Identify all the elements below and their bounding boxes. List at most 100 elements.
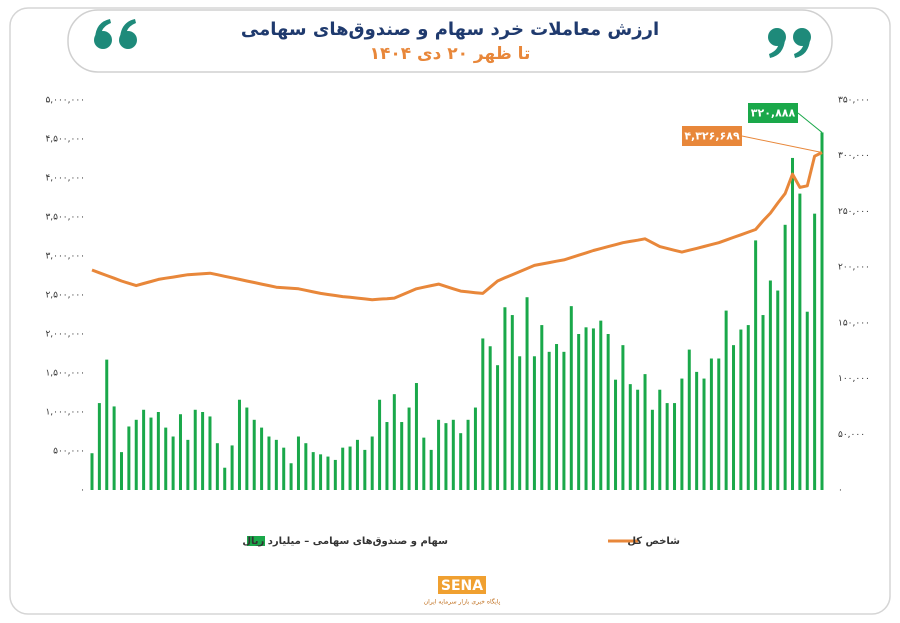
- callout-box: [682, 126, 742, 146]
- bar: [496, 365, 500, 490]
- bar: [378, 399, 382, 490]
- bar: [341, 447, 345, 490]
- y2-tick-label: ۳۰۰,۰۰۰: [838, 151, 870, 161]
- bar: [650, 409, 654, 490]
- bar: [798, 193, 802, 490]
- y-tick-label: ۴,۰۰۰,۰۰۰: [45, 174, 85, 184]
- y-tick-label: ۱,۵۰۰,۰۰۰: [45, 369, 85, 379]
- bar: [407, 407, 411, 490]
- bar: [628, 384, 632, 490]
- bar: [437, 419, 441, 490]
- bar: [776, 290, 780, 490]
- line: [91, 151, 823, 302]
- bar: [606, 334, 610, 490]
- bar: [149, 417, 153, 490]
- bar: [547, 351, 551, 490]
- bar: [584, 327, 588, 490]
- bar: [178, 414, 182, 490]
- bar: [761, 315, 765, 490]
- bar: [245, 407, 249, 490]
- bar: [732, 345, 736, 490]
- bar: [193, 409, 197, 490]
- bar: [459, 433, 463, 490]
- callout-line: [797, 112, 823, 133]
- bar: [156, 412, 160, 490]
- bar: [171, 436, 175, 490]
- bar: [473, 407, 477, 490]
- y2-tick-label: ۳۵۰,۰۰۰: [838, 96, 870, 106]
- bar: [223, 467, 227, 490]
- bar: [680, 378, 684, 490]
- bar: [791, 157, 795, 490]
- bar: [260, 427, 264, 490]
- bar: [510, 315, 514, 490]
- bar: [451, 419, 455, 490]
- bar: [783, 224, 787, 491]
- bar: [518, 356, 522, 490]
- bar: [709, 358, 713, 490]
- bar: [562, 351, 566, 490]
- bar: [208, 416, 212, 490]
- y-tick-label: ۴,۵۰۰,۰۰۰: [45, 135, 85, 145]
- bar: [754, 240, 758, 490]
- bar: [429, 449, 433, 490]
- bar: [370, 436, 374, 490]
- bar: [569, 306, 573, 490]
- y-tick-label: ۳,۰۰۰,۰۰۰: [45, 252, 85, 262]
- bar: [746, 325, 750, 490]
- quote-left: [94, 19, 137, 49]
- bar: [724, 310, 728, 490]
- bar: [621, 345, 625, 490]
- bar: [230, 445, 234, 490]
- bar: [304, 443, 308, 490]
- y-tick-label: ۲,۰۰۰,۰۰۰: [45, 330, 85, 340]
- y2-tick-label: ۵۰,۰۰۰: [838, 430, 865, 440]
- bar: [717, 358, 721, 490]
- bar: [105, 359, 109, 490]
- callout-line: [741, 135, 823, 154]
- bar: [503, 307, 507, 490]
- bar: [333, 459, 337, 490]
- bar: [392, 394, 396, 490]
- y2-tick-label: ۲۵۰,۰۰۰: [838, 207, 870, 217]
- y2-tick-label: ۱۵۰,۰۰۰: [838, 318, 870, 328]
- y-tick-label: ۳,۵۰۰,۰۰۰: [45, 213, 85, 223]
- logo: SENA: [441, 578, 483, 594]
- bar: [466, 419, 470, 490]
- bar: [348, 446, 352, 490]
- legend-label: شاخص کل: [627, 536, 680, 547]
- bar: [134, 419, 138, 490]
- bar: [267, 436, 271, 490]
- y-tick-label: ۲,۵۰۰,۰۰۰: [45, 291, 85, 301]
- bar: [326, 456, 330, 490]
- y2-tick-label: ۱۰۰,۰۰۰: [838, 374, 870, 384]
- chart-title: ارزش معاملات خرد سهام و صندوق‌های سهامی: [241, 19, 659, 40]
- bar: [577, 334, 581, 490]
- bar: [112, 406, 116, 490]
- chart-subtitle: تا ظهر ۲۰ دی ۱۴۰۴: [370, 44, 531, 64]
- y2-tick-label: ۲۰۰,۰۰۰: [838, 263, 870, 273]
- bar: [142, 409, 146, 490]
- bar: [658, 389, 662, 490]
- bar: [805, 311, 809, 490]
- header-box: [67, 9, 833, 73]
- logo-tagline: پایگاه خبری بازار سرمایه ایران: [424, 598, 501, 606]
- bar: [90, 453, 94, 490]
- logo-box: [438, 576, 486, 594]
- bar: [665, 403, 669, 490]
- legend-swatch: [247, 536, 265, 546]
- bar: [311, 452, 315, 490]
- bar: [422, 437, 426, 490]
- bar: [673, 403, 677, 490]
- bar: [739, 329, 743, 490]
- bar: [525, 297, 529, 490]
- bar: [695, 371, 699, 490]
- bar: [702, 378, 706, 490]
- bar: [201, 412, 205, 490]
- bar: [282, 447, 286, 490]
- bar: [768, 280, 772, 490]
- callout-box: [748, 103, 798, 123]
- bar: [215, 443, 219, 490]
- bar: [363, 449, 367, 490]
